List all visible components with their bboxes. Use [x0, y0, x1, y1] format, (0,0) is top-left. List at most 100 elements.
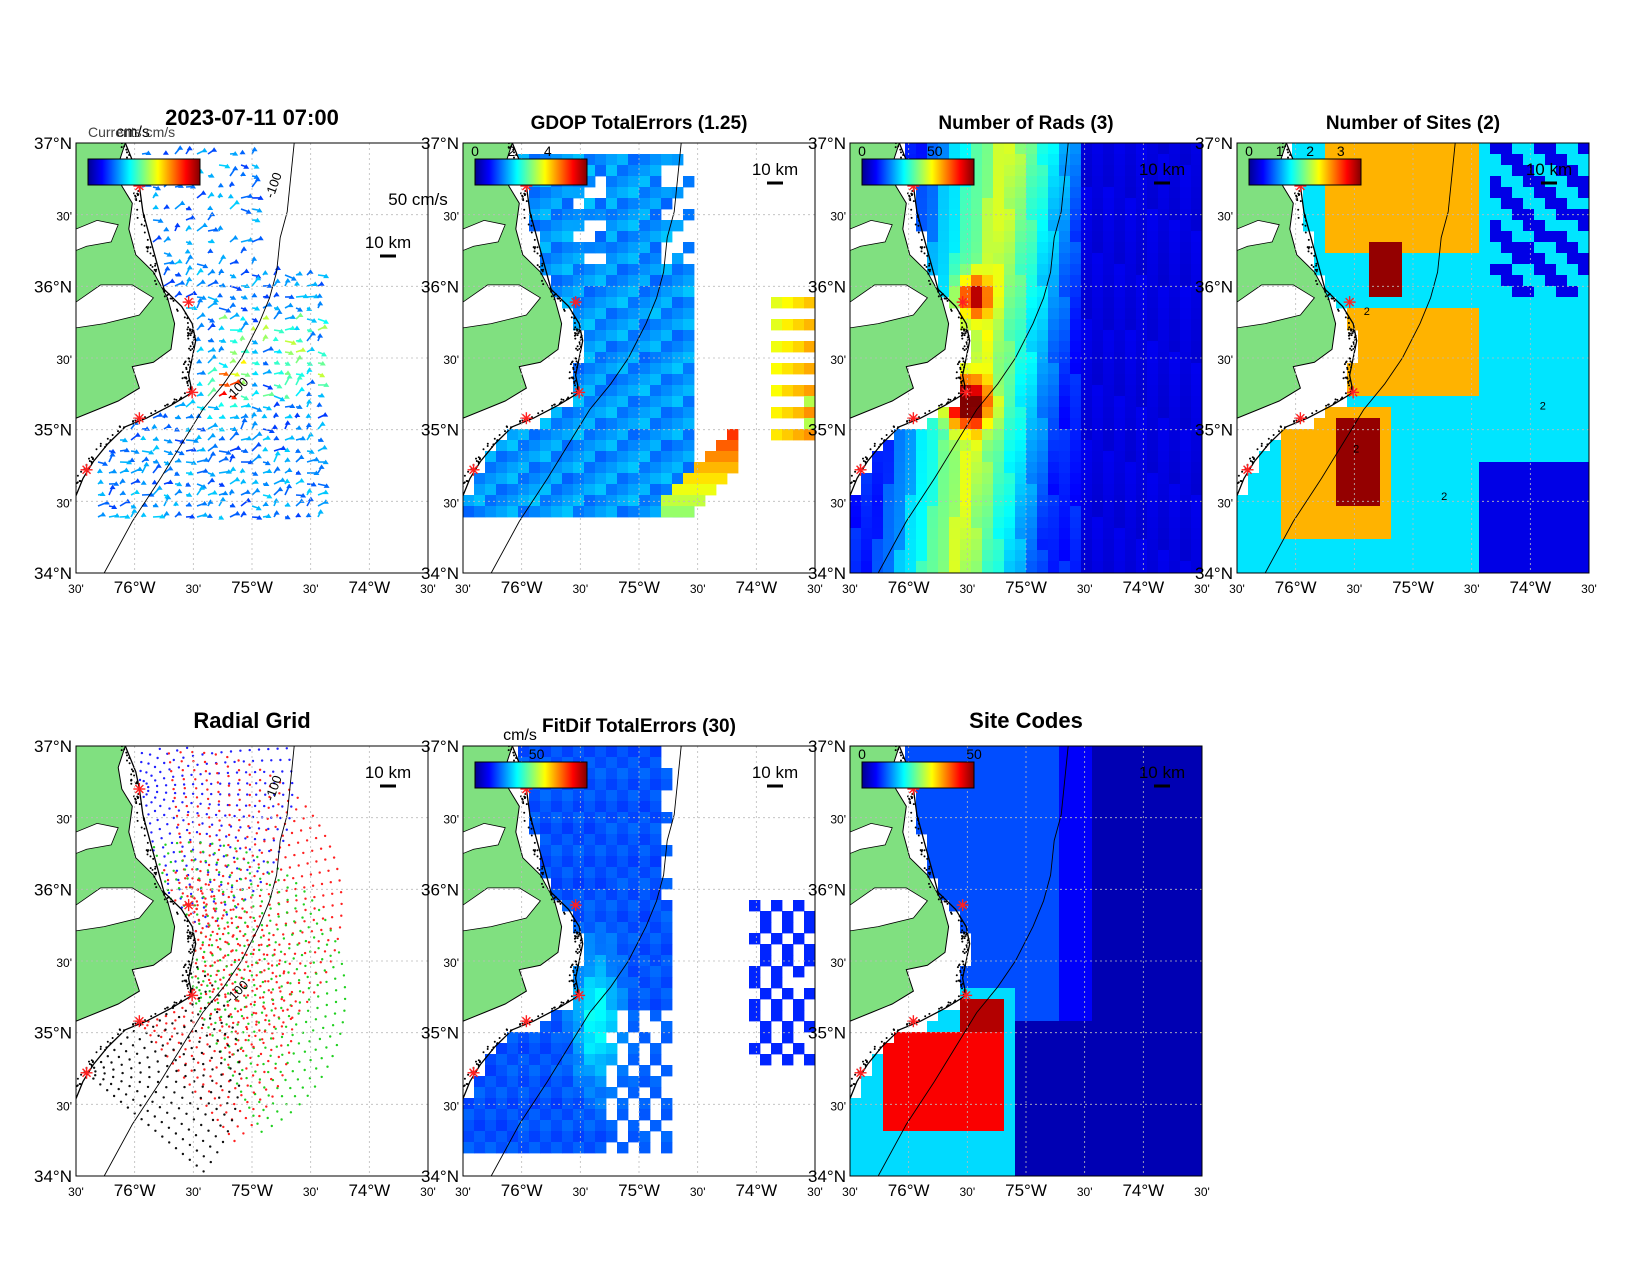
lat-tick-label: 30' [443, 353, 459, 367]
colorbar-tick-label: 50 [927, 143, 943, 159]
lon-tick-label: 30' [842, 582, 858, 596]
lon-tick-label: 30' [960, 582, 976, 596]
lat-tick-label: 30' [443, 813, 459, 827]
lat-tick-label: 30' [830, 496, 846, 510]
colorbar [475, 159, 587, 185]
lat-tick-label: 37°N [808, 737, 846, 756]
colorbar-tick-label: 50 [966, 746, 982, 762]
lon-tick-label: 30' [303, 1185, 319, 1199]
map-area [461, 745, 815, 1176]
lon-tick-label: 30' [1194, 1185, 1210, 1199]
lat-tick-label: 36°N [421, 277, 459, 296]
lon-tick-label: 75°W [1005, 578, 1047, 597]
lon-tick-label: 30' [303, 582, 319, 596]
lat-tick-label: 30' [830, 1099, 846, 1113]
contour-label: 2 [1364, 306, 1370, 318]
overlapping-label: Currents cm/s [88, 124, 175, 140]
map-area: -100-100 [74, 142, 428, 573]
lon-tick-label: 30' [807, 1185, 823, 1199]
lon-tick-label: 76°W [114, 1181, 156, 1200]
lon-tick-label: 74°W [735, 578, 777, 597]
colorbar-tick-label: 3 [1337, 143, 1345, 159]
colorbar [475, 762, 587, 788]
lat-tick-label: 30' [56, 210, 72, 224]
lat-tick-label: 30' [56, 353, 72, 367]
colorbar-tick-label: 0 [858, 143, 866, 159]
vector-scale-label: 50 cm/s [388, 190, 448, 209]
panel-title: Radial Grid [193, 708, 310, 733]
lat-tick-label: 30' [830, 956, 846, 970]
lat-tick-label: 30' [443, 496, 459, 510]
colorbar-unit-label: cm/s [503, 727, 537, 744]
scale-bar-label: 10 km [752, 763, 798, 782]
lat-tick-label: 30' [56, 1099, 72, 1113]
lon-tick-label: 75°W [618, 1181, 660, 1200]
lat-tick-label: 30' [443, 210, 459, 224]
colorbar-tick-label: 0 [858, 746, 866, 762]
colorbar [862, 159, 974, 185]
lon-tick-label: 74°W [348, 578, 390, 597]
lon-tick-label: 30' [690, 1185, 706, 1199]
colorbar-tick-label: 0 [471, 143, 479, 159]
scale-bar-label: 10 km [1526, 160, 1572, 179]
lat-tick-label: 36°N [808, 880, 846, 899]
lon-tick-label: 30' [68, 1185, 84, 1199]
lat-tick-label: 36°N [421, 880, 459, 899]
lat-tick-label: 36°N [34, 880, 72, 899]
lat-tick-label: 37°N [421, 134, 459, 153]
lon-tick-label: 74°W [1122, 1181, 1164, 1200]
lat-tick-label: 34°N [421, 564, 459, 583]
lon-tick-label: 74°W [1509, 578, 1551, 597]
lon-tick-label: 30' [1347, 582, 1363, 596]
lat-tick-label: 37°N [34, 134, 72, 153]
colorbar-tick-label: 50 [529, 746, 545, 762]
map-area [461, 142, 815, 573]
lat-tick-label: 30' [830, 353, 846, 367]
contour-label: 2 [1540, 401, 1546, 413]
colorbar [1249, 159, 1361, 185]
panel-title: GDOP TotalErrors (1.25) [531, 113, 748, 134]
lat-tick-label: 34°N [34, 1167, 72, 1186]
lat-tick-label: 30' [56, 956, 72, 970]
lon-tick-label: 30' [420, 1185, 436, 1199]
lon-tick-label: 30' [1077, 582, 1093, 596]
lon-tick-label: 76°W [114, 578, 156, 597]
lon-tick-label: 30' [960, 1185, 976, 1199]
colorbar-tick-label: 0 [1245, 143, 1253, 159]
lon-tick-label: 76°W [501, 1181, 543, 1200]
map-area [848, 142, 1202, 583]
lat-tick-label: 34°N [421, 1167, 459, 1186]
lat-tick-label: 34°N [808, 1167, 846, 1186]
lon-tick-label: 30' [455, 582, 471, 596]
lon-tick-label: 76°W [888, 578, 930, 597]
lat-tick-label: 30' [1217, 353, 1233, 367]
colorbar [88, 159, 200, 185]
lon-tick-label: 30' [186, 582, 202, 596]
lon-tick-label: 30' [1077, 1185, 1093, 1199]
lat-tick-label: 34°N [34, 564, 72, 583]
lon-tick-label: 74°W [1122, 578, 1164, 597]
lat-tick-label: 30' [56, 813, 72, 827]
colorbar-tick-label: 2 [508, 143, 516, 159]
lat-tick-label: 30' [443, 1099, 459, 1113]
lon-tick-label: 76°W [501, 578, 543, 597]
lon-tick-label: 75°W [1392, 578, 1434, 597]
lon-tick-label: 30' [1581, 582, 1597, 596]
lon-tick-label: 76°W [1275, 578, 1317, 597]
lat-tick-label: 36°N [1195, 277, 1233, 296]
lon-tick-label: 30' [455, 1185, 471, 1199]
lat-tick-label: 34°N [1195, 564, 1233, 583]
lat-tick-label: 30' [830, 210, 846, 224]
lon-tick-label: 76°W [888, 1181, 930, 1200]
panel-title: FitDif TotalErrors (30) [542, 716, 736, 737]
lon-tick-label: 75°W [1005, 1181, 1047, 1200]
lon-tick-label: 30' [1464, 582, 1480, 596]
map-area: -100-100 [74, 745, 428, 1176]
lat-tick-label: 37°N [1195, 134, 1233, 153]
